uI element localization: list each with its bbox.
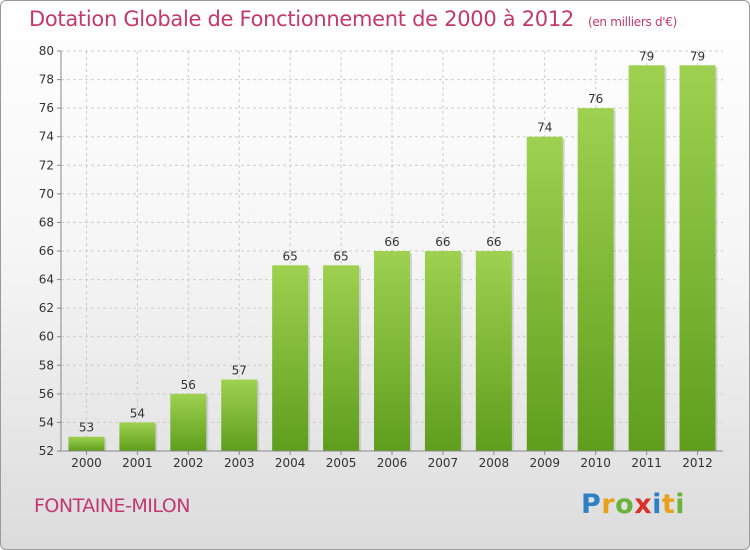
chart-title: Dotation Globale de Fonctionnement de 20… bbox=[29, 7, 677, 31]
bar-value-label: 65 bbox=[283, 249, 298, 263]
y-tick-label: 62 bbox=[39, 301, 54, 315]
bar bbox=[68, 436, 105, 451]
proxiti-logo[interactable]: Proxiti bbox=[581, 489, 685, 520]
y-tick-label: 58 bbox=[39, 358, 54, 372]
bar-value-label: 57 bbox=[232, 364, 247, 378]
bar-value-label: 79 bbox=[690, 49, 705, 63]
bar-value-label: 65 bbox=[333, 249, 348, 263]
logo-letter: i bbox=[652, 489, 662, 520]
bar bbox=[119, 422, 156, 451]
x-tick-label: 2004 bbox=[275, 456, 306, 470]
bar-value-label: 53 bbox=[79, 421, 94, 435]
x-tick-label: 2009 bbox=[529, 456, 560, 470]
x-tick-label: 2008 bbox=[479, 456, 510, 470]
y-tick-label: 52 bbox=[39, 444, 54, 458]
x-tick-label: 2000 bbox=[71, 456, 102, 470]
logo-letter: r bbox=[601, 489, 616, 520]
commune-name: FONTAINE-MILON bbox=[34, 495, 190, 517]
y-tick-label: 68 bbox=[39, 215, 54, 229]
bar bbox=[221, 379, 258, 451]
x-tick-label: 2007 bbox=[428, 456, 459, 470]
bar bbox=[526, 136, 563, 451]
y-tick-label: 80 bbox=[39, 44, 54, 58]
x-tick-label: 2012 bbox=[682, 456, 713, 470]
bar bbox=[475, 251, 512, 451]
x-tick-label: 2002 bbox=[173, 456, 204, 470]
bar-value-label: 56 bbox=[181, 378, 196, 392]
y-tick-label: 54 bbox=[39, 415, 54, 429]
y-tick-label: 74 bbox=[39, 130, 54, 144]
logo-letter: o bbox=[615, 489, 635, 520]
y-tick-label: 70 bbox=[39, 187, 54, 201]
bar bbox=[628, 65, 665, 452]
bars: 53 54 56 57 65 65 66 66 66 74 76 79 79 bbox=[68, 49, 718, 452]
logo-letter: t bbox=[661, 489, 676, 520]
bar bbox=[424, 251, 461, 451]
title-unit: (en milliers d'€) bbox=[587, 15, 677, 29]
y-tick-label: 78 bbox=[39, 73, 54, 87]
logo-letter: P bbox=[581, 489, 602, 520]
bar-value-label: 66 bbox=[435, 235, 450, 249]
bar bbox=[323, 265, 360, 451]
y-tick-label: 60 bbox=[39, 330, 54, 344]
y-tick-label: 56 bbox=[39, 387, 54, 401]
x-tick-label: 2003 bbox=[224, 456, 255, 470]
bar bbox=[374, 251, 410, 451]
axes: 52 54 56 58 60 62 64 66 68 70 72 74 76 78 80 2000 2001 20… bbox=[39, 44, 723, 470]
x-tick-label: 2005 bbox=[326, 456, 357, 470]
bar-value-label: 66 bbox=[384, 235, 399, 249]
x-tick-label: 2010 bbox=[580, 456, 611, 470]
bar bbox=[577, 108, 614, 452]
logo-letter: x bbox=[634, 489, 653, 520]
y-tick-label: 72 bbox=[39, 158, 54, 172]
bar bbox=[679, 65, 716, 452]
x-tick-label: 2001 bbox=[122, 456, 153, 470]
bar bbox=[170, 393, 207, 451]
bar-value-label: 66 bbox=[486, 235, 501, 249]
bar-value-label: 74 bbox=[537, 121, 552, 135]
bar-value-label: 79 bbox=[639, 49, 654, 63]
y-tick-label: 66 bbox=[39, 244, 54, 258]
x-tick-label: 2006 bbox=[377, 456, 408, 470]
title-text: Dotation Globale de Fonctionnement de 20… bbox=[29, 7, 574, 31]
y-tick-label: 64 bbox=[39, 273, 54, 287]
x-tick-label: 2011 bbox=[631, 456, 662, 470]
logo-letter: i bbox=[675, 489, 686, 520]
y-tick-label: 76 bbox=[39, 101, 54, 115]
bar bbox=[272, 265, 309, 451]
bar-value-label: 54 bbox=[130, 406, 145, 420]
bar-value-label: 76 bbox=[588, 92, 603, 106]
